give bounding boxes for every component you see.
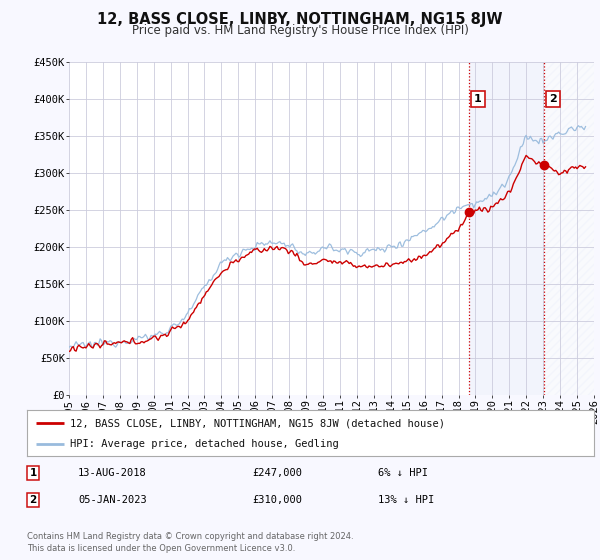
Text: 2: 2 xyxy=(29,495,37,505)
Text: 1: 1 xyxy=(29,468,37,478)
Bar xyxy=(544,62,594,395)
Text: 2: 2 xyxy=(549,94,557,104)
Text: 12, BASS CLOSE, LINBY, NOTTINGHAM, NG15 8JW (detached house): 12, BASS CLOSE, LINBY, NOTTINGHAM, NG15 … xyxy=(70,418,445,428)
Bar xyxy=(469,62,544,395)
Text: Contains HM Land Registry data © Crown copyright and database right 2024.
This d: Contains HM Land Registry data © Crown c… xyxy=(27,533,353,553)
Text: 13% ↓ HPI: 13% ↓ HPI xyxy=(378,495,434,505)
Text: 1: 1 xyxy=(474,94,482,104)
Text: 12, BASS CLOSE, LINBY, NOTTINGHAM, NG15 8JW: 12, BASS CLOSE, LINBY, NOTTINGHAM, NG15 … xyxy=(97,12,503,27)
Text: 6% ↓ HPI: 6% ↓ HPI xyxy=(378,468,428,478)
Text: £310,000: £310,000 xyxy=(252,495,302,505)
Text: Price paid vs. HM Land Registry's House Price Index (HPI): Price paid vs. HM Land Registry's House … xyxy=(131,24,469,36)
Text: £247,000: £247,000 xyxy=(252,468,302,478)
Text: HPI: Average price, detached house, Gedling: HPI: Average price, detached house, Gedl… xyxy=(70,438,338,449)
Text: 13-AUG-2018: 13-AUG-2018 xyxy=(78,468,147,478)
Text: 05-JAN-2023: 05-JAN-2023 xyxy=(78,495,147,505)
